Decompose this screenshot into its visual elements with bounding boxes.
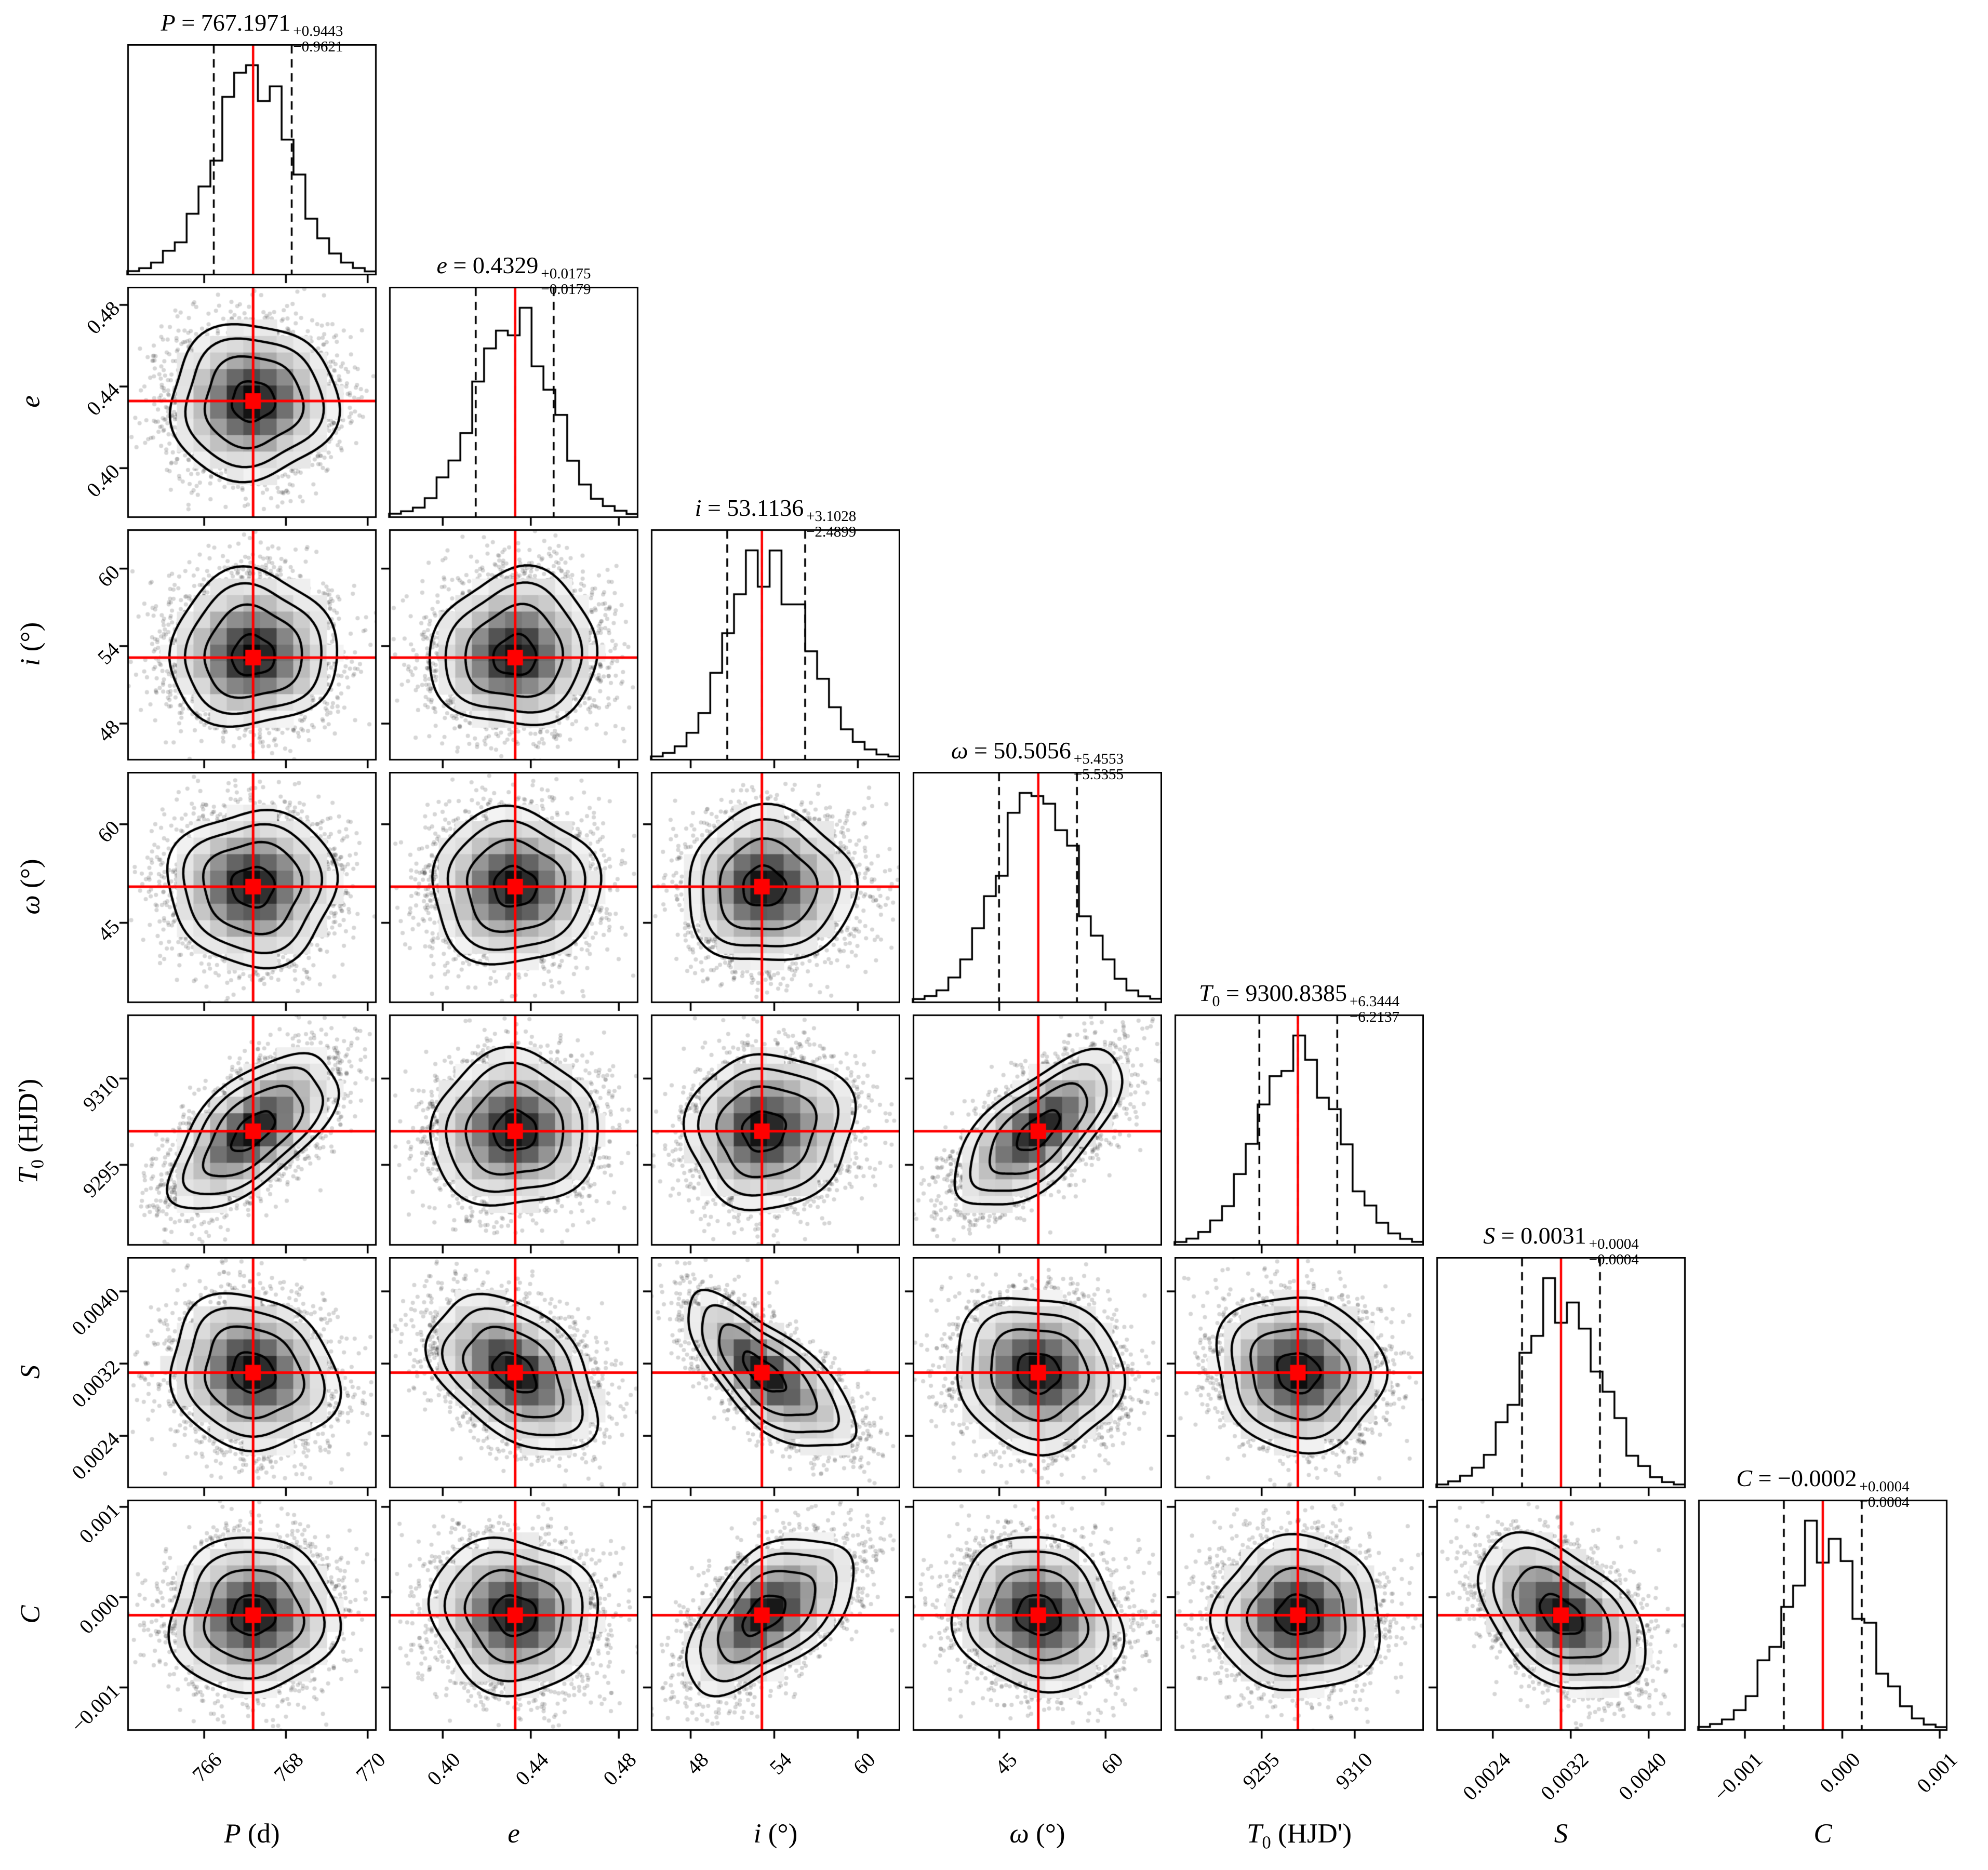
panel-C-vs-i: [641, 1500, 900, 1741]
panel-T0-vs-i: [641, 1014, 900, 1256]
err-plus: +0.0175: [541, 265, 591, 282]
median-value: 50.5056: [993, 737, 1071, 764]
panel-i-vs-P: [117, 529, 377, 771]
panel-e-vs-P: [117, 287, 377, 528]
err-plus: +0.0004: [1859, 1478, 1910, 1495]
err-plus: +6.3444: [1349, 993, 1400, 1010]
x-axis-title-S: S: [1554, 1819, 1568, 1849]
x-axis-title-P: P (d): [224, 1819, 280, 1849]
err-plus: +0.0004: [1589, 1236, 1639, 1252]
x-axis-title-T0: T0 (HJD'): [1247, 1819, 1352, 1853]
panel-S-vs-e: [379, 1257, 638, 1499]
median-value: 0.0031: [1520, 1222, 1586, 1249]
y-axis-title-ω: ω (°): [15, 858, 46, 915]
panel-T0-vs-ω: [902, 1014, 1162, 1256]
err-plus: +3.1028: [806, 508, 857, 525]
panel-hist-ω: [902, 772, 1162, 1013]
median-value: 767.1971: [201, 9, 291, 36]
panel-T0-vs-e: [379, 1014, 638, 1256]
y-axis-title-i: i (°): [15, 622, 46, 666]
median-value: 0.4329: [472, 252, 539, 278]
y-axis-title-C: C: [15, 1605, 46, 1624]
panel-S-vs-i: [641, 1257, 900, 1499]
panel-hist-P: [117, 44, 377, 286]
panel-hist-e: [379, 287, 638, 528]
panel-hist-i: [641, 529, 900, 771]
err-plus: +5.4553: [1073, 751, 1124, 767]
panel-T0-vs-P: [117, 1014, 377, 1256]
panel-C-vs-T0: [1164, 1500, 1424, 1741]
panel-C-vs-e: [379, 1500, 638, 1741]
x-axis-title-C: C: [1813, 1819, 1832, 1849]
x-axis-title-ω: ω (°): [1009, 1819, 1065, 1849]
panel-ω-vs-e: [379, 772, 638, 1013]
panel-S-vs-ω: [902, 1257, 1162, 1499]
panel-ω-vs-i: [641, 772, 900, 1013]
x-axis-title-i: i (°): [753, 1819, 798, 1849]
panel-hist-C: [1688, 1500, 1947, 1741]
median-value: 9300.8385: [1245, 980, 1347, 1006]
panel-hist-T0: [1164, 1014, 1424, 1256]
panel-C-vs-ω: [902, 1500, 1162, 1741]
y-axis-title-T0: T0 (HJD'): [13, 1078, 48, 1184]
panel-S-vs-T0: [1164, 1257, 1424, 1499]
panel-i-vs-e: [379, 529, 638, 771]
err-plus: +0.9443: [293, 23, 343, 39]
panel-S-vs-P: [117, 1257, 377, 1499]
panel-C-vs-S: [1426, 1500, 1686, 1741]
x-axis-title-e: e: [508, 1819, 520, 1849]
y-axis-title-e: e: [15, 395, 46, 408]
panel-hist-S: [1426, 1257, 1686, 1499]
median-value: 53.1136: [727, 495, 804, 521]
panel-C-vs-P: [117, 1500, 377, 1741]
y-axis-title-S: S: [15, 1365, 46, 1379]
panel-ω-vs-P: [117, 772, 377, 1013]
median-value: −0.0002: [1778, 1465, 1857, 1491]
